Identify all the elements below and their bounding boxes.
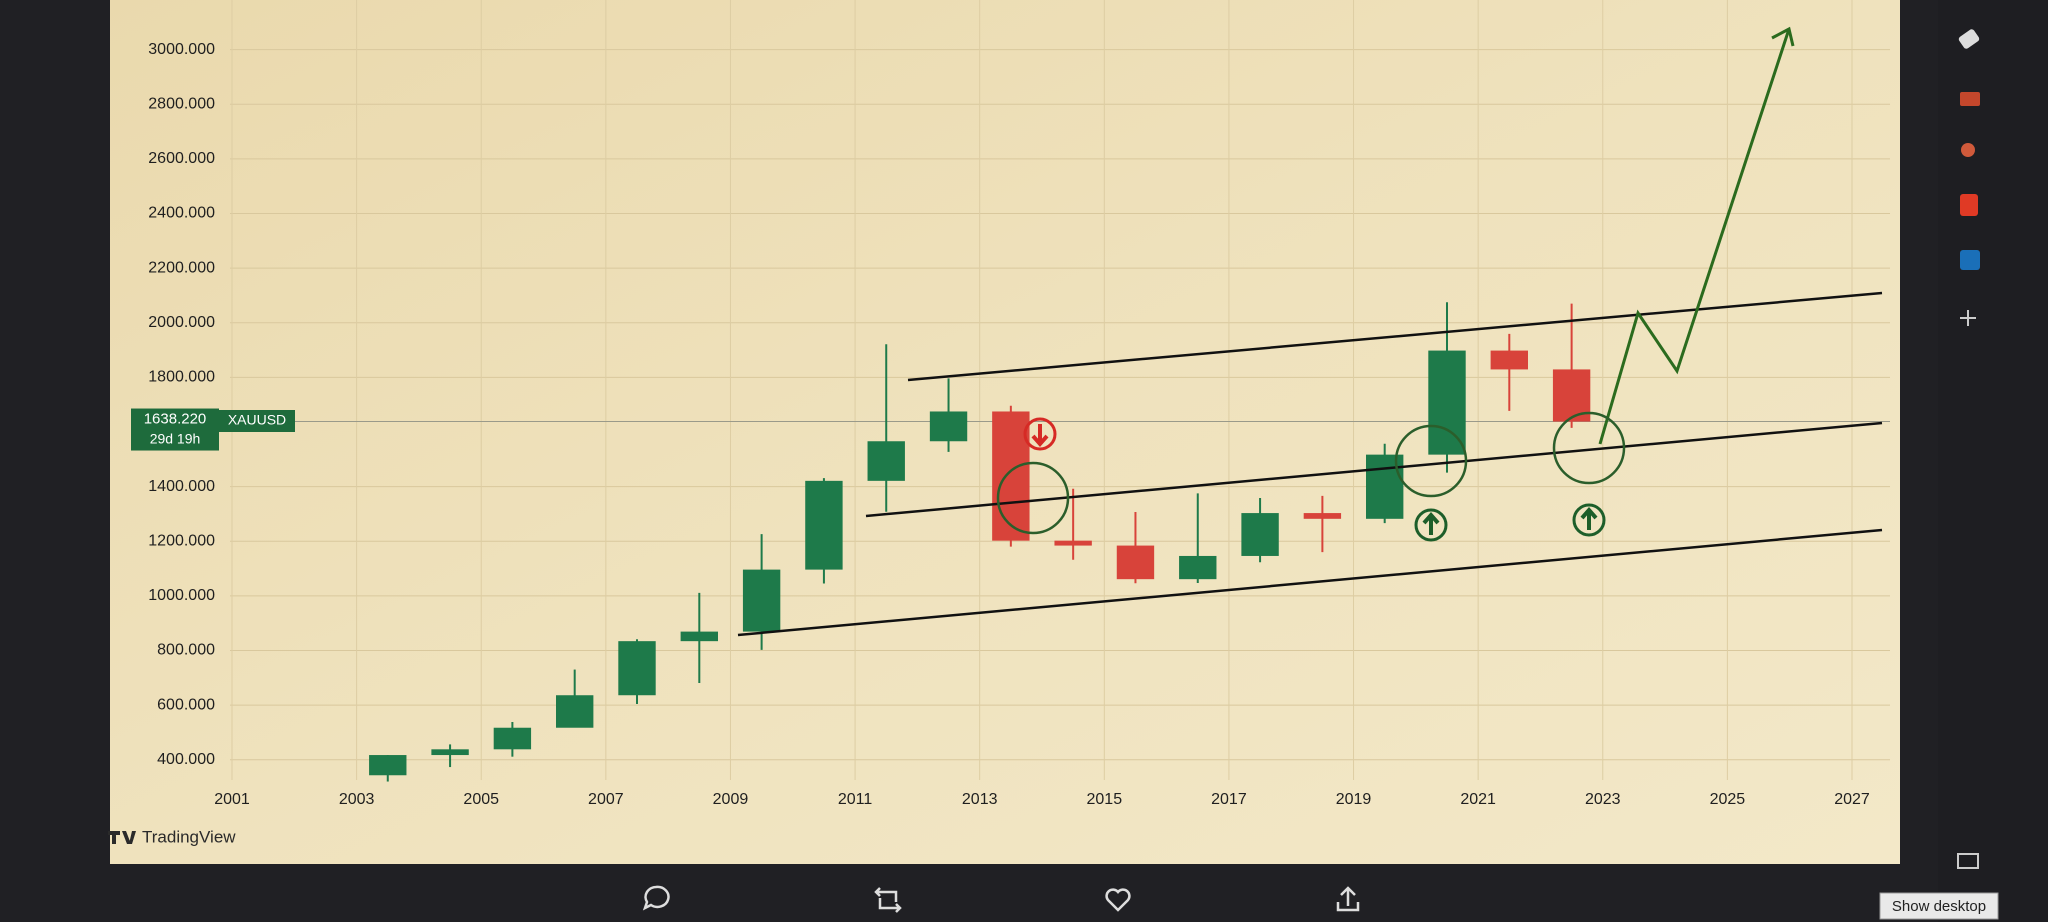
sidebar xyxy=(1938,0,2048,922)
trend-line xyxy=(865,421,1883,518)
countdown: 29d 19h xyxy=(150,431,201,447)
y-tick-label: 400.000 xyxy=(157,751,215,768)
briefcase-icon[interactable] xyxy=(1960,92,1980,106)
highlight-circle xyxy=(1552,411,1626,485)
candle-body xyxy=(1179,555,1217,580)
y-tick-label: 3000.000 xyxy=(148,41,215,58)
channel-lines xyxy=(737,291,1883,637)
candle-body xyxy=(805,480,843,570)
panel-icon[interactable] xyxy=(1957,853,1979,869)
x-tick-label: 2015 xyxy=(1087,791,1123,808)
x-tick-label: 2025 xyxy=(1710,791,1746,808)
like-icon[interactable] xyxy=(1105,888,1131,912)
x-tick-label: 2019 xyxy=(1336,791,1372,808)
y-tick-label: 1000.000 xyxy=(148,587,215,604)
x-tick-label: 2027 xyxy=(1834,791,1870,808)
candle-body xyxy=(992,411,1030,541)
candle-body xyxy=(1054,540,1092,546)
x-tick-label: 2007 xyxy=(588,791,624,808)
candle-body xyxy=(929,411,968,442)
x-tick-label: 2021 xyxy=(1460,791,1496,808)
candle-body xyxy=(867,441,905,481)
arrow-head xyxy=(1771,26,1795,47)
trend-line xyxy=(737,528,1883,637)
y-tick-label: 2800.000 xyxy=(148,95,215,112)
trend-line xyxy=(907,291,1883,382)
x-tick-label: 2001 xyxy=(214,791,250,808)
symbol: XAUUSD xyxy=(228,412,286,428)
tag-icon[interactable] xyxy=(1958,28,1981,50)
candle-body xyxy=(742,569,781,632)
candle-body xyxy=(369,755,407,776)
candle-body xyxy=(1303,513,1342,519)
brand: TradingView xyxy=(142,827,236,846)
y-tick-label: 2600.000 xyxy=(148,150,215,167)
people-icon[interactable] xyxy=(1961,143,1975,157)
tooltip xyxy=(1879,892,1999,920)
last-price: 1638.220 xyxy=(144,410,207,427)
y-tick-label: 600.000 xyxy=(157,696,215,713)
symbol-tag xyxy=(219,410,295,432)
plot-area: 400.000 600.000 800.000 1000.000 1200.000 140… xyxy=(148,0,1890,808)
candle-body xyxy=(1366,454,1404,519)
y-tick-label: 2200.000 xyxy=(148,259,215,276)
reply-icon[interactable] xyxy=(642,885,670,911)
candle-body xyxy=(1241,513,1279,556)
y-tick-label: 800.000 xyxy=(157,642,215,659)
highlight-circle xyxy=(996,461,1070,535)
candle-body xyxy=(1428,350,1466,455)
x-tick-label: 2023 xyxy=(1585,791,1621,808)
share-icon[interactable] xyxy=(1336,886,1360,912)
x-tick-label: 2009 xyxy=(713,791,749,808)
highlight-circle xyxy=(1394,424,1468,498)
action-bar xyxy=(642,885,1360,913)
add-icon[interactable] xyxy=(1960,310,1976,326)
y-tick-label: 2000.000 xyxy=(148,314,215,331)
y-tick-label: 1800.000 xyxy=(148,369,215,386)
x-tick-label: 2003 xyxy=(339,791,375,808)
office-icon[interactable] xyxy=(1960,194,1978,216)
y-tick-label: 2400.000 xyxy=(148,205,215,222)
candle-body xyxy=(431,749,469,756)
forecast-arrow xyxy=(1598,28,1791,445)
candle-body xyxy=(556,695,594,728)
outlook-icon[interactable] xyxy=(1960,250,1980,270)
x-tick-label: 2005 xyxy=(463,791,499,808)
candle-body xyxy=(680,631,718,642)
retweet-icon[interactable] xyxy=(874,887,902,913)
candle-body xyxy=(618,641,656,696)
candle-body xyxy=(493,727,532,750)
price-tag xyxy=(131,408,219,451)
candle-body xyxy=(1490,350,1528,370)
down-signal xyxy=(1023,417,1057,451)
brand-logo xyxy=(108,831,136,844)
tooltip-text: Show desktop xyxy=(1892,898,1986,915)
up-signal xyxy=(1414,508,1448,542)
up-signal xyxy=(1572,503,1606,537)
x-tick-label: 2011 xyxy=(838,791,873,808)
candle-body xyxy=(1116,545,1155,580)
y-tick-label: 1200.000 xyxy=(148,532,215,549)
x-tick-label: 2017 xyxy=(1211,791,1247,808)
y-tick-label: 1400.000 xyxy=(148,478,215,495)
x-tick-label: 2013 xyxy=(962,791,998,808)
